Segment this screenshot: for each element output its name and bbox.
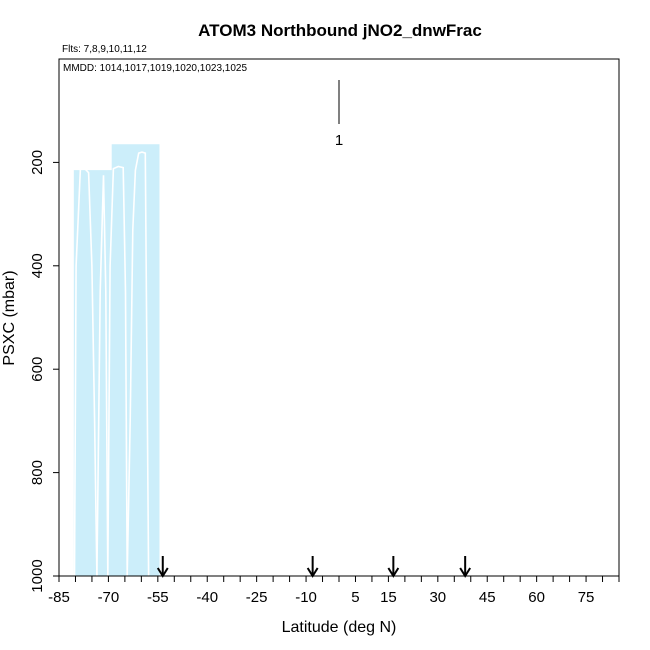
profile-line-2	[96, 175, 109, 577]
flight-arrow-3	[387, 556, 400, 578]
x-axis: -85 -70 -55 -40 -25 -10 5 15 30 45 60 75	[48, 576, 620, 606]
y-tick-label: 200	[29, 150, 46, 175]
x-tick-label: -25	[246, 589, 268, 606]
y-tick-label: 1000	[29, 559, 46, 592]
profile-line-4	[126, 151, 150, 577]
x-tick-label: 30	[429, 589, 446, 606]
flight-arrow-2	[306, 556, 319, 578]
flights-subtitle: Flts: 7,8,9,10,11,12	[62, 44, 147, 55]
x-tick-label: 15	[380, 589, 397, 606]
annotations-layer: 1	[156, 80, 472, 578]
chart-title: ATOM3 Northbound jNO2_dnwFrac	[198, 21, 482, 40]
flight-arrow-4	[459, 556, 472, 578]
y-tick-label: 600	[29, 357, 46, 382]
x-tick-label: 5	[351, 589, 359, 606]
x-tick-label: -85	[48, 589, 70, 606]
x-tick-label: -55	[147, 589, 169, 606]
profile-line-3	[107, 165, 128, 577]
y-tick-label: 800	[29, 460, 46, 485]
y-tick-label: 400	[29, 253, 46, 278]
x-tick-label: 60	[528, 589, 545, 606]
x-axis-label: Latitude (deg N)	[282, 619, 397, 636]
profile-line-1	[73, 167, 98, 577]
y-axis: 200 400 600 800 1000	[29, 150, 59, 593]
x-tick-label: -10	[295, 589, 317, 606]
x-tick-label: 75	[578, 589, 595, 606]
x-tick-label: -70	[98, 589, 120, 606]
x-tick-label: -40	[196, 589, 218, 606]
x-tick-label: 45	[479, 589, 496, 606]
profile-lines-layer	[73, 151, 150, 577]
annotation-label: 1	[335, 132, 343, 149]
dates-subtitle: MMDD: 1014,1017,1019,1020,1023,1025	[63, 63, 247, 74]
y-axis-label: PSXC (mbar)	[1, 270, 18, 365]
